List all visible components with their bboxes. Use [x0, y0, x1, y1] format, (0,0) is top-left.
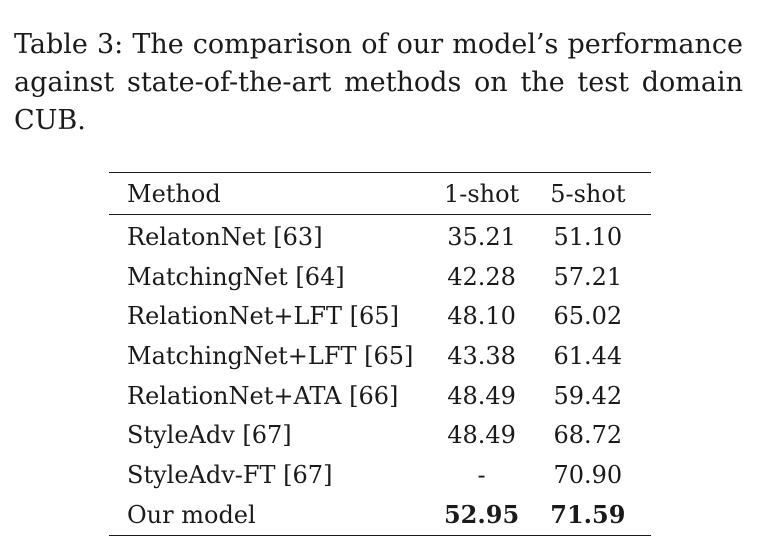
cell-5-shot: 65.02 [553, 302, 623, 331]
cell-1-shot: 43.38 [447, 341, 516, 370]
results-table: Method 1-shot 5-shot RelatonNet [63] 35.… [109, 172, 651, 536]
table-row: RelationNet+ATA [66] 48.49 59.42 [109, 376, 651, 416]
table-row: RelationNet+LFT [65] 48.10 65.02 [109, 296, 651, 336]
cell-1-shot: 48.49 [447, 381, 516, 410]
cell-method: MatchingNet [64] [127, 262, 345, 291]
cell-5-shot: 59.42 [553, 381, 623, 410]
cell-method: RelationNet+LFT [65] [127, 302, 399, 331]
cell-1-shot-best: 52.95 [443, 500, 520, 530]
header-1-shot: 1-shot [443, 179, 520, 208]
table-body: RelatonNet [63] 35.21 51.10 MatchingNet … [109, 215, 651, 535]
cell-method: RelatonNet [63] [127, 222, 323, 251]
cell-method: Our model [127, 500, 256, 529]
table-caption: Table 3: The comparison of our model’s p… [14, 26, 743, 140]
table-row: StyleAdv-FT [67] - 70.90 [109, 455, 651, 495]
cell-5-shot: 51.10 [553, 222, 623, 251]
cell-5-shot: 68.72 [553, 421, 623, 450]
cell-method: MatchingNet+LFT [65] [127, 341, 414, 370]
cell-1-shot: 35.21 [447, 222, 516, 251]
table-row: RelatonNet [63] 35.21 51.10 [109, 215, 651, 257]
cell-method: StyleAdv-FT [67] [127, 460, 333, 489]
cell-1-shot: 48.10 [447, 302, 516, 331]
caption-line-1: Table 3: The comparison of our model’s p… [14, 29, 743, 60]
header-5-shot: 5-shot [550, 179, 626, 208]
cell-1-shot: - [477, 460, 486, 489]
results-table-container: Method 1-shot 5-shot RelatonNet [63] 35.… [109, 172, 651, 536]
cell-5-shot: 61.44 [553, 341, 623, 370]
cell-5-shot-best: 71.59 [550, 500, 626, 530]
cell-5-shot: 57.21 [553, 262, 623, 291]
caption-line-3: CUB. [14, 105, 86, 136]
cell-5-shot: 70.90 [553, 460, 623, 489]
cell-method: StyleAdv [67] [127, 421, 292, 450]
table-row: MatchingNet+LFT [65] 43.38 61.44 [109, 336, 651, 376]
cell-1-shot: 42.28 [447, 262, 516, 291]
cell-1-shot: 48.49 [447, 421, 516, 450]
table-row-our-model: Our model 52.95 71.59 [109, 495, 651, 535]
caption-line-2: against state-of-the-art methods on the … [14, 67, 743, 98]
header-method: Method [127, 179, 221, 208]
header-row: Method 1-shot 5-shot [109, 172, 651, 215]
table-row: StyleAdv [67] 48.49 68.72 [109, 415, 651, 455]
table-header: Method 1-shot 5-shot [109, 172, 651, 215]
cell-method: RelationNet+ATA [66] [127, 381, 399, 410]
table-row: MatchingNet [64] 42.28 57.21 [109, 257, 651, 297]
